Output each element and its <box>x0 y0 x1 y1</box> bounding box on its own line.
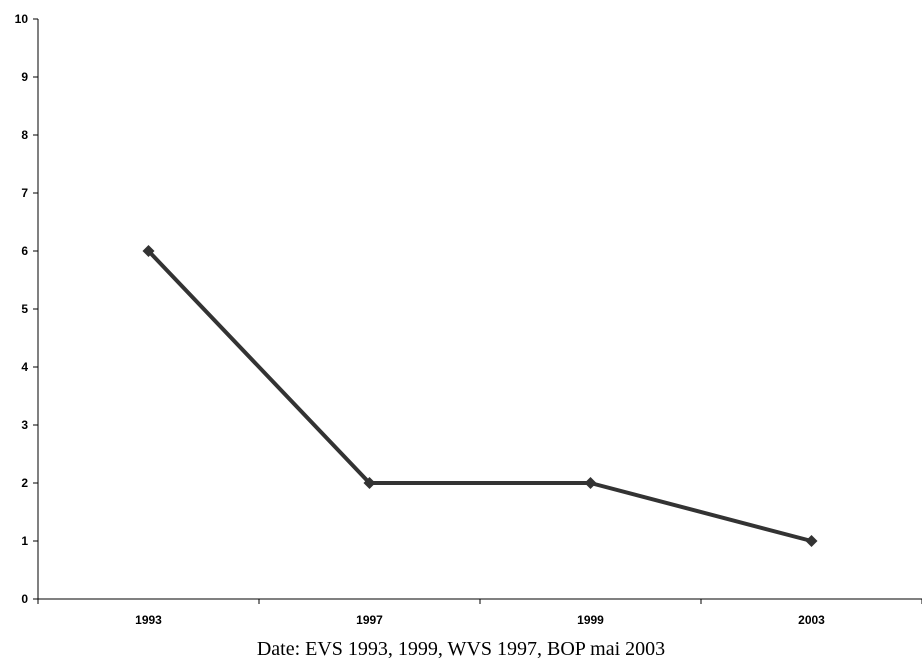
x-axis-ticks: 1993 1997 1999 2003 <box>37 599 922 627</box>
y-tick-label: 1 <box>21 534 28 548</box>
source-note: Date: EVS 1993, 1999, WVS 1997, BOP mai … <box>256 638 666 660</box>
y-tick-label: 2 <box>21 476 28 490</box>
data-point-marker <box>363 477 376 489</box>
line-chart: 0 1 2 3 4 5 6 7 8 9 10 1993 1997 1999 2003 <box>15 12 922 627</box>
x-tick-label: 1997 <box>356 613 383 627</box>
y-axis-ticks: 0 1 2 3 4 5 6 7 8 9 10 <box>15 12 38 606</box>
data-point-marker <box>584 477 597 489</box>
x-tick-label: 1999 <box>577 613 604 627</box>
y-tick-label: 7 <box>21 186 28 200</box>
y-tick-label: 5 <box>21 302 28 316</box>
y-tick-label: 10 <box>15 12 29 26</box>
y-tick-label: 3 <box>21 418 28 432</box>
y-tick-label: 9 <box>21 70 28 84</box>
y-tick-label: 6 <box>21 244 28 258</box>
data-point-marker <box>142 245 155 257</box>
chart-series <box>142 245 818 547</box>
x-tick-label: 1993 <box>135 613 162 627</box>
y-tick-label: 8 <box>21 128 28 142</box>
series-line <box>147 249 813 543</box>
data-point-marker <box>805 535 818 547</box>
chart-axes <box>37 19 922 600</box>
y-tick-label: 4 <box>21 360 28 374</box>
x-tick-label: 2003 <box>798 613 825 627</box>
y-tick-label: 0 <box>21 592 28 606</box>
